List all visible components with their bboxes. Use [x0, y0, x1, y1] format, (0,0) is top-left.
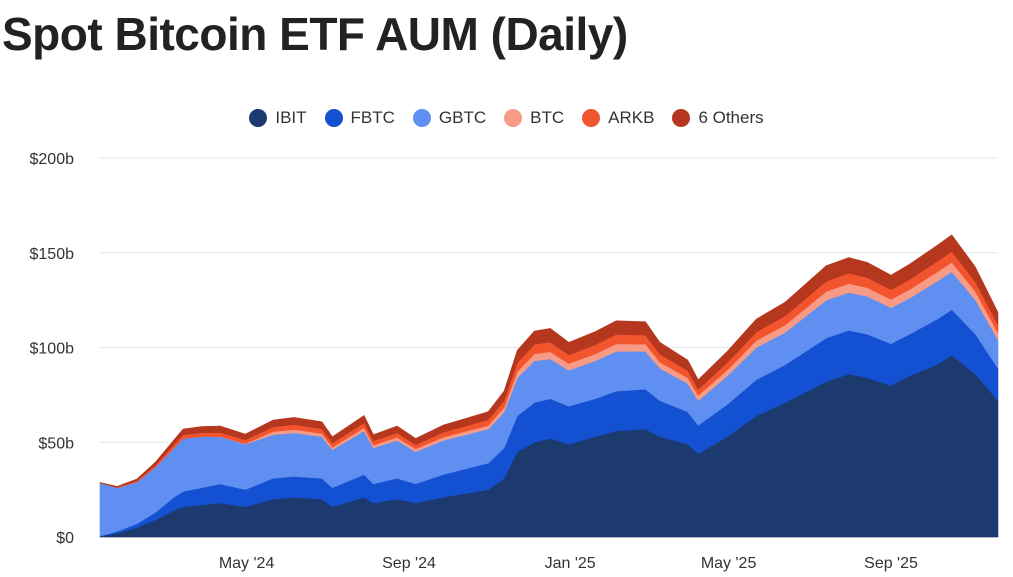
legend-label: IBIT — [275, 108, 307, 127]
legend-swatch — [249, 109, 268, 127]
x-tick-label: Sep '24 — [382, 555, 436, 572]
legend-item-arkb[interactable]: ARKB — [582, 108, 654, 128]
y-tick-label: $200b — [30, 151, 75, 168]
legend-label: ARKB — [608, 108, 655, 127]
legend-label: BTC — [530, 108, 565, 127]
legend-label: GBTC — [438, 108, 487, 127]
legend-swatch — [412, 109, 431, 127]
area-series-6-others[interactable] — [99, 234, 999, 488]
legend-item-6-others[interactable]: 6 Others — [672, 108, 764, 128]
x-tick-label: May '24 — [219, 555, 275, 572]
legend-swatch — [672, 109, 691, 127]
x-tick-label: Sep '25 — [864, 555, 918, 572]
x-tick-label: Jan '25 — [545, 555, 596, 572]
legend: IBIT FBTC GBTC BTC ARKB 6 Others — [0, 108, 1013, 128]
y-tick-label: $100b — [30, 341, 75, 358]
chart-title: Spot Bitcoin ETF AUM (Daily) — [2, 8, 628, 60]
legend-label: 6 Others — [698, 108, 764, 127]
legend-label: FBTC — [350, 108, 395, 127]
y-tick-label: $50b — [38, 435, 74, 452]
y-tick-label: $150b — [30, 246, 75, 263]
legend-item-btc[interactable]: BTC — [504, 108, 564, 128]
y-tick-label: $0 — [56, 530, 74, 547]
legend-swatch — [324, 109, 343, 127]
x-tick-label: May '25 — [701, 555, 757, 572]
legend-swatch — [582, 109, 601, 127]
legend-item-ibit[interactable]: IBIT — [249, 108, 307, 128]
legend-item-fbtc[interactable]: FBTC — [324, 108, 395, 128]
legend-swatch — [504, 109, 523, 127]
legend-item-gbtc[interactable]: GBTC — [412, 108, 487, 128]
